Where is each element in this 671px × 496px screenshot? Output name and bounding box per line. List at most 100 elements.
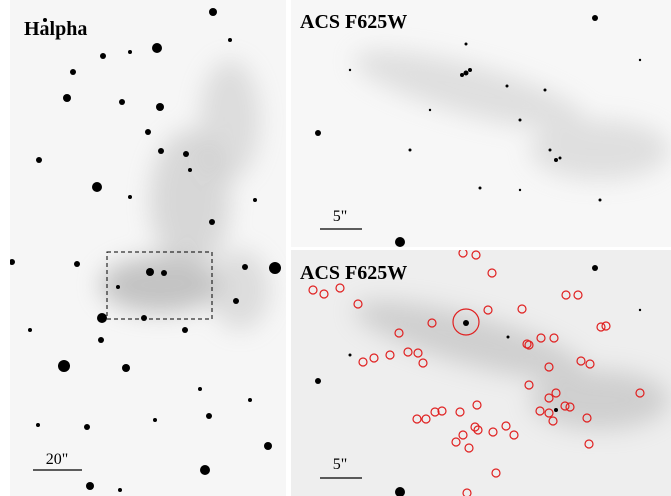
star bbox=[395, 237, 405, 247]
star bbox=[506, 335, 510, 339]
star bbox=[182, 327, 188, 333]
star bbox=[209, 8, 217, 16]
star bbox=[200, 465, 210, 475]
star bbox=[100, 53, 106, 59]
source-marker bbox=[483, 305, 493, 315]
source-marker bbox=[437, 406, 447, 416]
source-marker bbox=[601, 321, 611, 331]
star bbox=[598, 198, 602, 202]
star bbox=[122, 364, 130, 372]
source-marker bbox=[517, 304, 527, 314]
star bbox=[86, 482, 94, 490]
star bbox=[315, 378, 321, 384]
source-marker bbox=[536, 333, 546, 343]
star bbox=[84, 424, 90, 430]
source-marker bbox=[472, 400, 482, 410]
star bbox=[463, 70, 469, 76]
star bbox=[269, 262, 281, 274]
star bbox=[198, 387, 202, 391]
stars bbox=[315, 265, 642, 496]
source-marker bbox=[335, 283, 345, 293]
source-marker bbox=[369, 353, 379, 363]
star bbox=[141, 315, 147, 321]
source-marker bbox=[501, 421, 511, 431]
star bbox=[152, 43, 162, 53]
nebula bbox=[353, 300, 670, 430]
source-marker bbox=[561, 290, 571, 300]
source-marker bbox=[544, 393, 554, 403]
star bbox=[128, 50, 132, 54]
halpha-panel: Halpha 20" bbox=[10, 0, 286, 496]
star bbox=[188, 168, 192, 172]
star bbox=[554, 158, 558, 162]
star bbox=[408, 148, 412, 152]
source-marker bbox=[596, 322, 606, 332]
source-marker bbox=[385, 350, 395, 360]
star bbox=[428, 108, 432, 112]
star bbox=[233, 298, 239, 304]
source-marker bbox=[585, 359, 595, 369]
star bbox=[92, 182, 102, 192]
star bbox=[554, 408, 558, 412]
star bbox=[638, 308, 642, 312]
source-marker bbox=[458, 430, 468, 440]
star bbox=[592, 265, 598, 271]
star bbox=[315, 130, 321, 136]
star bbox=[119, 99, 125, 105]
acs-panel-top: ACS F625W 5" bbox=[291, 0, 671, 247]
source-marker bbox=[455, 407, 465, 417]
source-marker bbox=[491, 468, 501, 478]
star bbox=[146, 268, 154, 276]
star bbox=[63, 94, 71, 102]
source-marker bbox=[582, 413, 592, 423]
source-marker bbox=[430, 407, 440, 417]
source-marker bbox=[458, 250, 468, 258]
star bbox=[464, 42, 468, 46]
source-marker bbox=[560, 401, 570, 411]
star bbox=[518, 188, 522, 192]
star bbox=[183, 151, 189, 157]
star bbox=[161, 270, 167, 276]
stars bbox=[10, 8, 281, 492]
source-marker bbox=[464, 443, 474, 453]
source-marker bbox=[418, 358, 428, 368]
source-marker bbox=[412, 414, 422, 424]
source-marker bbox=[551, 388, 561, 398]
nebula-blob bbox=[200, 60, 260, 180]
source-marker bbox=[524, 380, 534, 390]
star bbox=[228, 38, 232, 42]
source-marker bbox=[353, 299, 363, 309]
source-marker bbox=[549, 333, 559, 343]
nebula-blob bbox=[530, 370, 670, 430]
panel-label: ACS F625W bbox=[300, 262, 407, 284]
star bbox=[158, 148, 164, 154]
panel-label: ACS F625W bbox=[300, 11, 407, 33]
source-marker bbox=[535, 406, 545, 416]
source-marker bbox=[565, 402, 575, 412]
source-markers bbox=[308, 250, 645, 496]
source-marker bbox=[548, 416, 558, 426]
source-marker bbox=[635, 388, 645, 398]
star bbox=[58, 360, 70, 372]
star bbox=[468, 68, 472, 72]
source-marker bbox=[573, 290, 583, 300]
star bbox=[145, 129, 151, 135]
star bbox=[209, 219, 215, 225]
scale-label: 5" bbox=[333, 456, 348, 473]
nebula bbox=[100, 60, 270, 330]
star bbox=[156, 103, 164, 111]
acs-panel-bottom: ACS F625W 5" bbox=[291, 250, 671, 496]
star bbox=[518, 118, 522, 122]
panel-label: Halpha bbox=[24, 18, 87, 40]
star bbox=[98, 337, 104, 343]
star bbox=[638, 58, 642, 62]
star bbox=[253, 198, 257, 202]
star bbox=[264, 442, 272, 450]
stars bbox=[315, 15, 642, 247]
star bbox=[70, 69, 76, 75]
source-marker bbox=[473, 425, 483, 435]
star bbox=[348, 68, 352, 72]
source-marker bbox=[462, 488, 472, 496]
